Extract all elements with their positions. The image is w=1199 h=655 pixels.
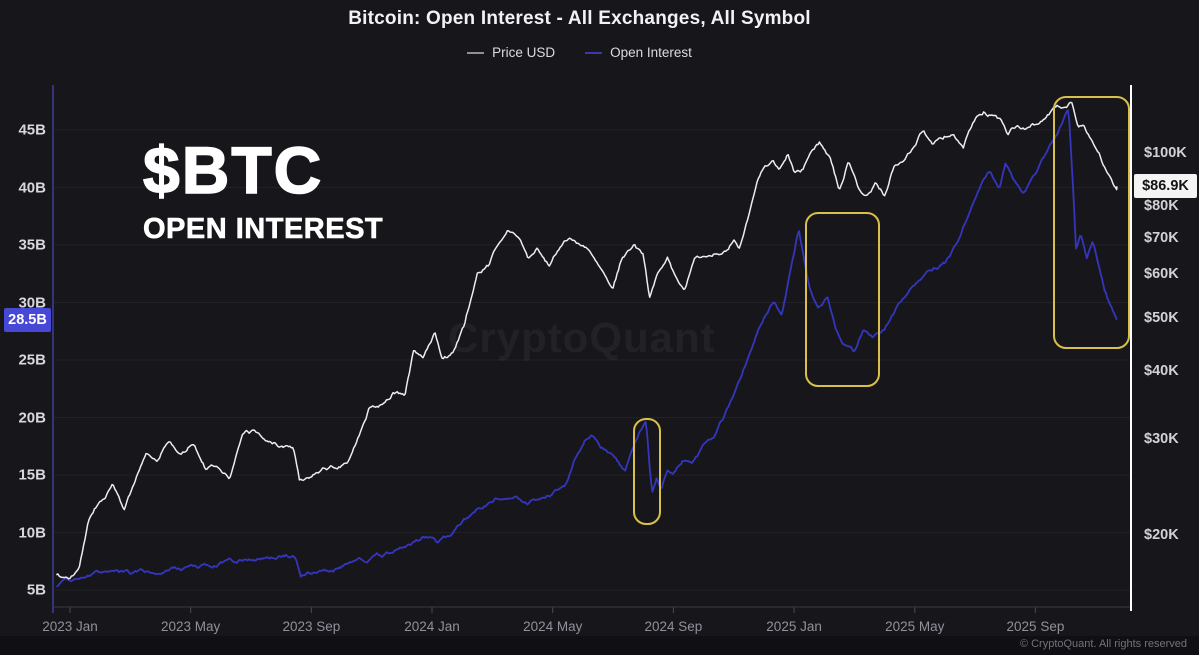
x-axis-tick-label: 2024 Sep [644, 619, 703, 634]
x-axis-tick-label: 2024 May [523, 619, 583, 634]
price-current-badge: $86.9K [1134, 174, 1197, 198]
right-axis-tick-label: $20K [1144, 527, 1179, 544]
right-axis-tick-label: $60K [1144, 266, 1179, 283]
legend-item-price: Price USD [467, 45, 555, 60]
open-interest-current-badge: 28.5B [4, 308, 51, 332]
left-axis-tick-label: 10B [18, 524, 46, 541]
right-axis-tick-label: $40K [1144, 362, 1179, 379]
x-axis-tick-label: 2025 Jan [766, 619, 822, 634]
left-axis-tick-label: 35B [18, 236, 46, 254]
legend: Price USD Open Interest [0, 45, 1159, 60]
legend-label-price: Price USD [492, 45, 556, 60]
right-axis-tick-label: $80K [1144, 197, 1179, 214]
legend-item-open-interest: Open Interest [585, 45, 692, 60]
btc-caption-overlay: $BTC OPEN INTEREST [142, 133, 384, 246]
footer-bar: © CryptoQuant. All rights reserved [0, 636, 1199, 655]
x-axis-tick-label: 2023 May [161, 619, 221, 634]
left-axis-tick-label: 40B [18, 179, 46, 196]
x-axis-tick-label: 2023 Jan [42, 619, 98, 634]
price-series-dash-icon [467, 51, 485, 54]
left-axis-tick-label: 20B [18, 409, 46, 426]
right-axis-tick-label: $30K [1144, 430, 1179, 447]
right-axis-tick-label: $70K [1144, 229, 1179, 246]
left-axis-tick-label: 45B [18, 121, 46, 139]
highlight-box [1053, 96, 1130, 349]
highlight-box [633, 418, 661, 525]
x-axis-tick-label: 2025 May [885, 619, 945, 634]
x-axis-tick-label: 2024 Jan [404, 619, 460, 634]
x-axis-tick-label: 2023 Sep [282, 619, 341, 634]
legend-label-open-interest: Open Interest [610, 45, 692, 60]
right-axis-tick-label: $100K [1144, 145, 1187, 161]
left-axis-tick-label: 25B [18, 351, 46, 369]
btc-ticker-text: $BTC [142, 133, 324, 207]
left-axis-tick-label: 15B [18, 466, 46, 484]
open-interest-series-dash-icon [585, 51, 603, 54]
btc-subtitle-text: OPEN INTEREST [143, 213, 384, 246]
copyright-text: © CryptoQuant. All rights reserved [1019, 638, 1187, 650]
x-axis-tick-label: 2025 Sep [1006, 619, 1065, 634]
left-axis-tick-label: 30B [18, 294, 46, 311]
chart-title: Bitcoin: Open Interest - All Exchanges, … [348, 8, 811, 29]
left-axis-tick-label: 5B [26, 581, 46, 599]
highlight-box [805, 212, 880, 387]
cryptoquant-watermark: CryptoQuant [448, 314, 716, 361]
right-axis-tick-label: $50K [1144, 309, 1179, 326]
